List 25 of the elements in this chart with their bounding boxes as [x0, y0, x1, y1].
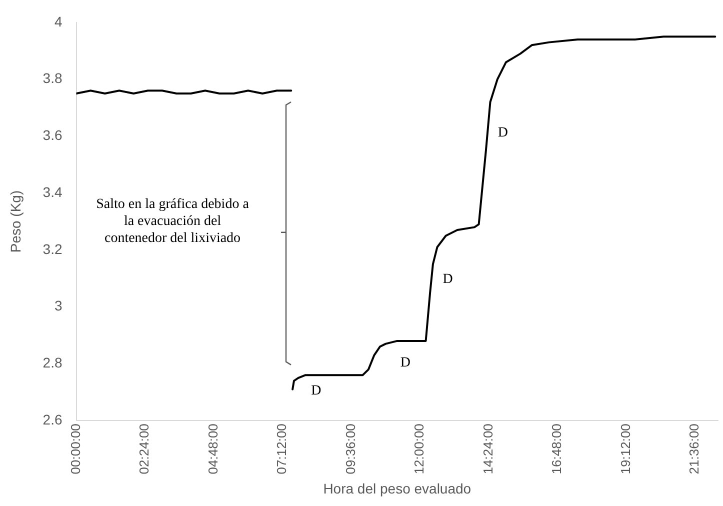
x-tick-label: 21:36:00: [686, 424, 702, 474]
x-tick-label: 16:48:00: [549, 424, 564, 474]
x-tick-label: 04:48:00: [205, 424, 220, 474]
y-tick-label: 2.8: [42, 354, 62, 371]
y-tick-label: 3: [54, 298, 62, 314]
x-axis-title: Hora del peso evaluado: [323, 480, 472, 496]
x-tick-label: 12:00:00: [412, 424, 427, 474]
x-tick-label: 14:24:00: [480, 424, 496, 474]
annotation: D: [311, 383, 322, 398]
x-tick-label: 02:24:00: [136, 424, 152, 474]
y-tick-label: 3.2: [42, 240, 62, 257]
annotation: Salto en la gráfica debido a la evacuación del contenedor del lixiviado: [96, 197, 250, 246]
x-tick-label: 00:00:00: [68, 424, 83, 474]
x-tick-label: 07:12:00: [274, 424, 290, 474]
x-tick-label: 19:12:00: [618, 424, 633, 474]
y-axis-title: Peso (Kg): [7, 190, 24, 253]
x-tick-label: 09:36:00: [342, 424, 358, 474]
annotation: D: [498, 125, 508, 140]
annotation: D: [442, 272, 453, 287]
y-tick-label: 4: [54, 13, 62, 30]
y-tick-label: 3.6: [42, 127, 62, 144]
y-tick-label: 2.6: [42, 411, 62, 428]
annotation: D: [400, 356, 410, 371]
y-tick-label: 3.8: [42, 70, 62, 86]
y-tick-label: 3.4: [42, 184, 62, 200]
